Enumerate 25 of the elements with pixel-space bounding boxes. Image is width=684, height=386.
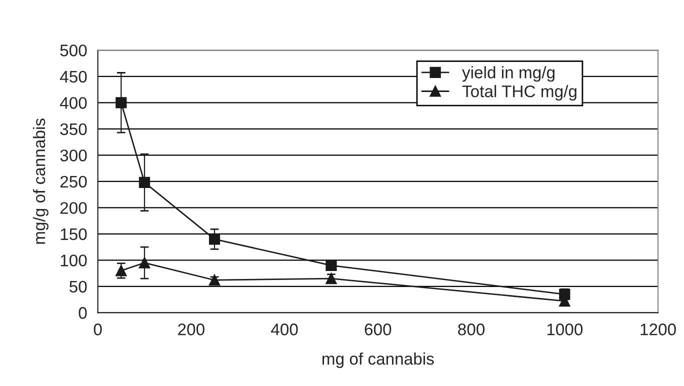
x-tick-label: 1000	[547, 324, 583, 336]
x-axis-title: mg of cannabis	[322, 352, 434, 368]
y-tick-label: 350	[60, 123, 87, 136]
x-tick-label: 400	[271, 324, 298, 336]
point	[116, 97, 127, 108]
y-tick-label: 450	[60, 70, 87, 83]
point	[208, 234, 220, 245]
x-tick-label: 1200	[640, 324, 676, 336]
y-tick-label: 500	[60, 44, 87, 56]
y-tick-label: 100	[60, 254, 87, 266]
y-tick-label: 400	[60, 97, 87, 109]
point	[138, 176, 150, 188]
x-tick-label: 0	[94, 324, 102, 336]
y-tick-label: 250	[60, 176, 87, 188]
legend-label: yield in mg/g	[462, 66, 554, 82]
y-tick-label: 150	[60, 228, 87, 240]
y-tick-label: 200	[60, 202, 87, 214]
y-tick-label: 300	[60, 150, 87, 162]
x-tick-label: 600	[364, 324, 392, 336]
y-tick-label: 0	[78, 307, 87, 319]
legend-label: Total THC mg/g	[462, 85, 576, 101]
x-tick-label: 200	[178, 324, 204, 336]
y-tick-label: 50	[70, 280, 87, 293]
x-tick-label: 800	[458, 324, 485, 336]
y-axis-title: mg/g of cannabis	[32, 118, 48, 244]
